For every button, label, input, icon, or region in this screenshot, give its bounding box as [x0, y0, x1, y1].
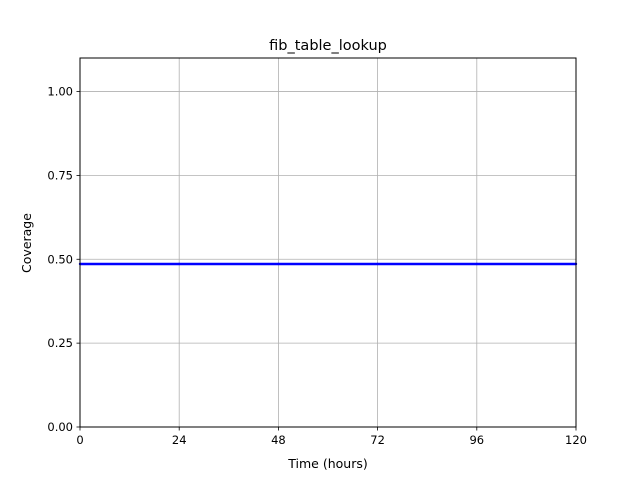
chart-title: fib_table_lookup [269, 38, 387, 54]
coverage-data-point [475, 262, 478, 266]
x-tick-label: 72 [370, 433, 385, 447]
y-tick-label: 1.00 [47, 85, 73, 99]
axis-ticks: 0 24 48 72 96 120 0.00 0.25 0.50 0.75 1.00 [47, 85, 587, 447]
x-tick-label: 48 [271, 433, 286, 447]
coverage-data-point [277, 262, 280, 266]
x-tick-label: 120 [565, 433, 587, 447]
y-tick-label: 0.00 [47, 420, 73, 434]
y-tick-label: 0.50 [47, 252, 73, 266]
series-layer [78, 262, 578, 266]
y-tick-label: 0.25 [47, 336, 73, 350]
coverage-data-point [178, 262, 181, 266]
plot-frame [79, 57, 577, 428]
x-axis-label: Time (hours) [287, 456, 367, 471]
coverage-data-point [376, 262, 379, 266]
y-tick-label: 0.75 [47, 168, 73, 182]
x-tick-label: 96 [469, 433, 484, 447]
x-tick-label: 0 [76, 433, 83, 447]
x-tick-label: 24 [172, 433, 187, 447]
y-axis-label: Coverage [19, 213, 34, 273]
